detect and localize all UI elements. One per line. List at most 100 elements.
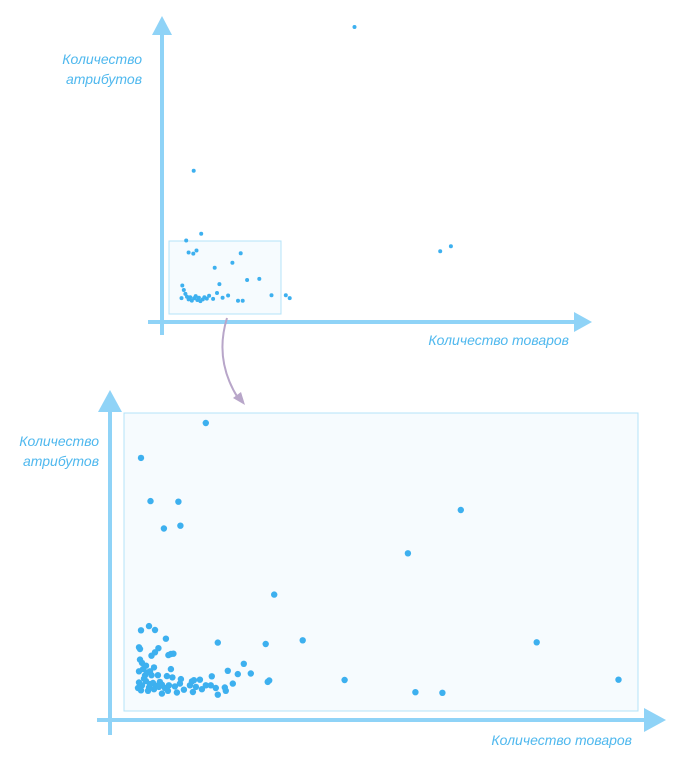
zoomed-point [234,670,241,678]
zoomed-point [171,683,179,690]
zoomed-point [170,650,177,657]
overview-points [179,25,453,304]
overview-point [230,260,235,265]
overview-point [211,296,216,301]
zoomed-point [143,669,151,676]
zoomed-point [615,676,622,683]
zoomed-point [158,690,166,697]
overview-point [204,296,209,301]
zoomed-point [214,691,221,698]
overview-point [212,265,217,270]
overview-point [220,295,225,300]
zoomed-point [165,651,172,659]
overview-point [217,282,222,287]
zoomed-point [148,652,155,659]
overview-xlabel: Количество товаров [428,332,569,348]
zoomed-point [180,686,188,693]
zoomed-point [163,672,171,680]
zoomed-chart: Количество атрибутов Количество товаров [19,390,666,748]
overview-y-axis-arrow [152,16,172,35]
zoomed-plot-area [123,412,639,712]
overview-point [188,295,193,300]
overview-point [207,293,212,298]
zoomed-point [196,676,204,683]
overview-ylabel-line-1: Количество [62,51,142,67]
zoomed-ylabel-line-1: Количество [19,433,99,449]
zoomed-point [457,506,464,514]
zoomed-point [175,498,182,505]
overview-point [245,278,250,282]
overview-point [448,244,453,249]
overview-point [215,291,219,295]
zoomed-point [144,687,152,694]
zoomed-point [164,687,172,694]
zoomed-point [533,639,540,646]
zoomed-point [202,419,209,427]
zoomed-point [160,525,168,532]
zoomed-point [247,670,254,677]
zoomed-point [177,522,184,529]
overview-point [352,25,357,29]
overview-point [184,238,189,243]
zoomed-point [137,454,145,462]
overview-point [257,276,262,281]
zoomed-point [266,677,273,684]
zoomed-point [140,675,148,682]
overview-point [199,231,204,236]
zoomed-xlabel: Количество товаров [491,732,632,748]
zoomed-point [229,680,236,687]
zoomed-point [224,667,231,674]
overview-point [240,298,245,303]
overview-point [287,296,292,301]
zoomed-point [262,640,269,648]
overview-point [193,294,198,299]
zoom-connector-arrowhead [233,392,245,405]
overview-x-axis-arrow [574,312,592,332]
zoomed-point [439,689,446,696]
zoomed-point [240,660,247,667]
zoomed-points [134,419,622,698]
zoomed-point [136,645,144,653]
zoomed-point [137,687,145,694]
zoomed-point [198,686,206,693]
overview-point [238,251,243,256]
zoomed-point [212,684,219,692]
zoomed-x-axis-arrow [644,708,666,732]
overview-ylabel-line-2: атрибутов [66,71,142,87]
zoom-connector-line [221,317,239,399]
zoomed-point [404,550,412,557]
zoomed-point [221,684,228,691]
zoomed-y-axis-arrow [98,390,122,412]
zoomed-point [208,673,215,680]
zoomed-point [176,680,184,687]
overview-point [269,293,274,298]
zoomed-point [271,591,278,598]
overview-point [180,283,185,288]
overview-point [186,250,191,255]
zoomed-point [150,664,158,671]
overview-point [179,296,184,301]
zoomed-point [145,622,153,630]
zoomed-point [341,676,348,684]
zoomed-point [207,682,214,689]
overview-point [191,168,196,173]
zoomed-point [147,497,154,505]
overview-point [196,295,201,300]
zoomed-point [151,626,159,634]
zoomed-point [137,627,145,634]
zoom-connector [221,317,245,405]
zoomed-point [165,682,173,689]
zoomed-point [154,672,162,679]
zoom-region-box [168,240,282,315]
overview-point [438,249,443,254]
overview-point [283,293,288,298]
zoomed-point [214,639,221,646]
zoomed-point [150,686,158,693]
overview-point [191,251,196,256]
overview-point [226,293,231,298]
zoomed-point [173,689,181,696]
zoomed-point [146,680,154,688]
zoomed-point [188,678,196,685]
zoomed-point [167,665,175,673]
zoomed-point [192,683,200,691]
